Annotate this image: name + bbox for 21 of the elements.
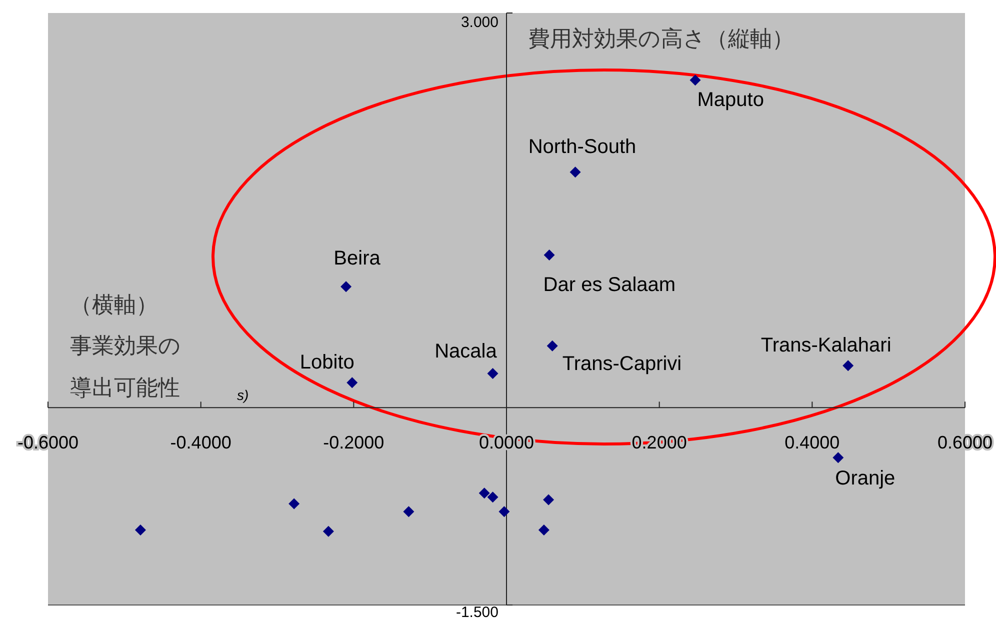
data-label: Beira xyxy=(334,248,382,270)
data-label: Lobito xyxy=(300,352,354,374)
annotation: （横軸） xyxy=(70,292,158,317)
y-tick-label: -1.500 xyxy=(456,604,498,621)
annotation: s) xyxy=(237,387,249,403)
data-label: Trans-Kalahari xyxy=(760,334,892,357)
data-label: Oranje xyxy=(835,468,896,490)
data-label: Maputo xyxy=(697,89,764,112)
y-tick-label: 3.000 xyxy=(460,14,498,31)
annotation: 事業効果の xyxy=(70,333,181,358)
x-tick-label: -0.2000 xyxy=(323,432,384,453)
data-label: Nacala xyxy=(434,340,498,362)
annotation: 費用対効果の高さ（縦軸） xyxy=(528,26,794,51)
annotation: 導出可能性 xyxy=(70,375,180,400)
data-label: Trans-Caprivi xyxy=(562,352,682,375)
x-tick-label: -0.4000 xyxy=(170,432,232,453)
x-tick-label: -0.6000 xyxy=(17,432,79,453)
data-label: Dar es Salaam xyxy=(543,274,676,296)
data-label: North-South xyxy=(528,136,636,158)
x-tick-label: 0.4000 xyxy=(784,432,840,453)
x-tick-label: 0.6000 xyxy=(937,432,993,453)
